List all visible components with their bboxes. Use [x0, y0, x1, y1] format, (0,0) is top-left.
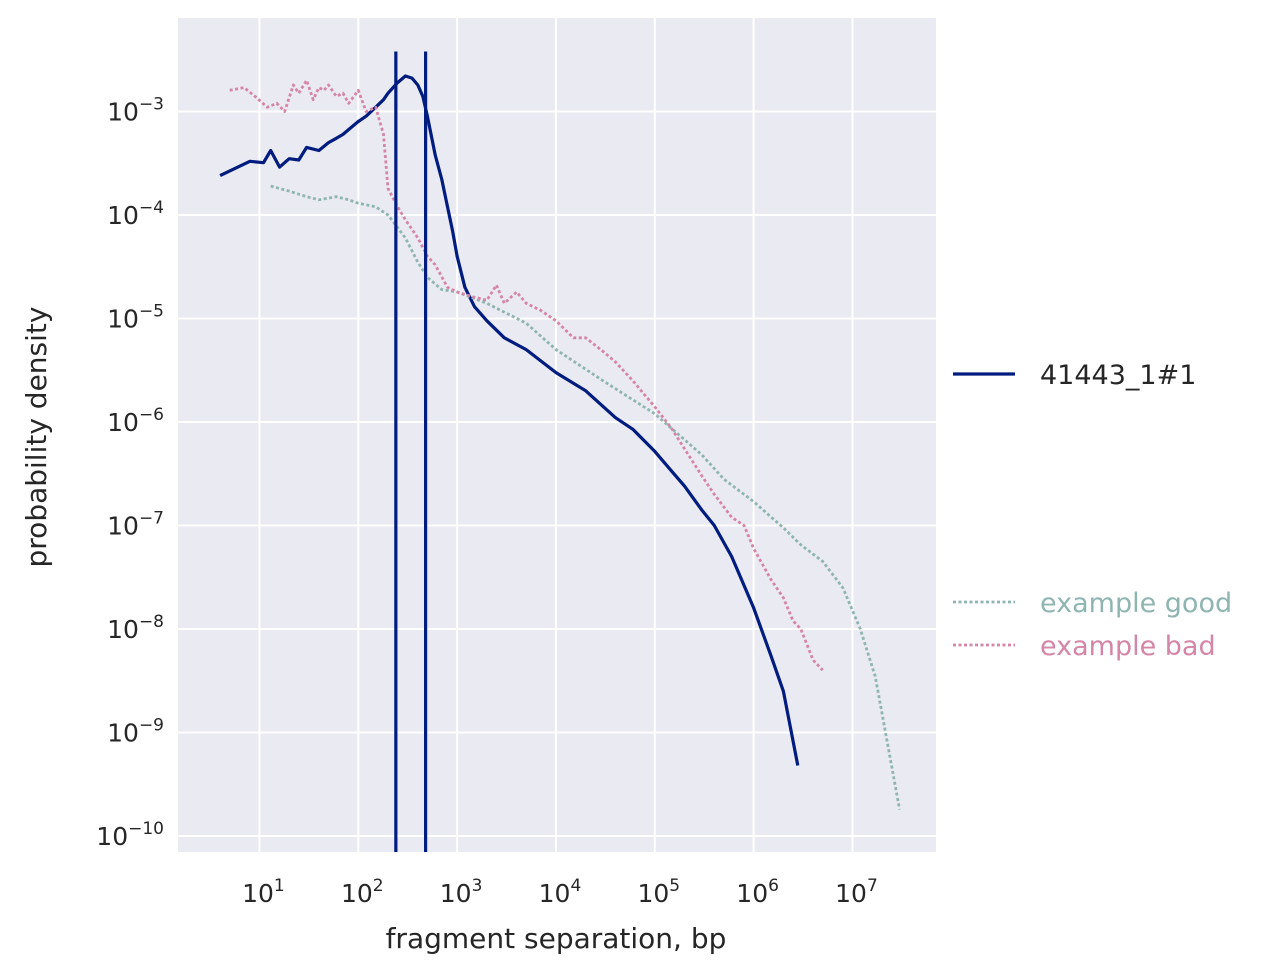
y-tick-label: 10−4	[107, 198, 164, 230]
y-tick-label: 10−10	[96, 819, 164, 851]
x-tick-label: 103	[440, 876, 483, 908]
y-tick-label: 10−3	[107, 94, 164, 126]
legend-label: example good	[1040, 588, 1232, 619]
x-tick-label: 102	[341, 876, 384, 908]
y-axis-label: probability density	[20, 307, 53, 568]
series-line-41443-1-1	[219, 74, 800, 766]
y-tick-label: 10−5	[107, 301, 164, 333]
legend-label: example bad	[1040, 631, 1216, 662]
y-tick-labels: 10−10 10−9 10−8 10−7 10−6 10−5 10−4 10−3	[96, 94, 164, 850]
y-tick-label: 10−8	[107, 612, 164, 644]
x-tick-label: 107	[835, 876, 878, 908]
x-tick-label: 106	[736, 876, 779, 908]
y-tick-label: 10−7	[107, 508, 164, 540]
y-tick-label: 10−6	[107, 405, 164, 437]
x-tick-labels: 101 102 103 104 105 106 107	[242, 876, 878, 908]
grid-lines	[178, 18, 936, 852]
x-tick-label: 101	[242, 876, 285, 908]
x-tick-label: 105	[637, 876, 680, 908]
legend-label: 41443_1#1	[1040, 360, 1196, 391]
plot-background	[178, 18, 936, 852]
plot-series	[219, 51, 901, 852]
x-axis-label: fragment separation, bp	[386, 922, 727, 955]
y-tick-label: 10−9	[107, 715, 164, 747]
x-tick-label: 104	[539, 876, 582, 908]
